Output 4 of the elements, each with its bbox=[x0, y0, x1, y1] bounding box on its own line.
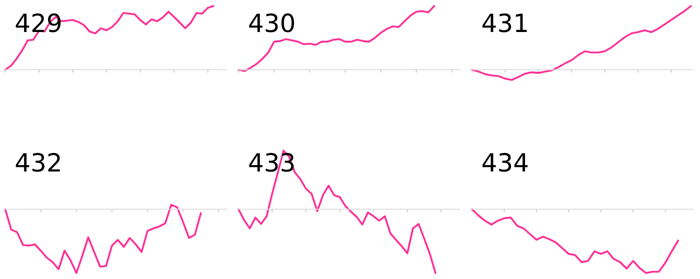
chart-title: 434 bbox=[482, 152, 528, 172]
chart-title: 431 bbox=[482, 13, 527, 32]
chart-title: 430 bbox=[249, 13, 294, 32]
chart-title: 432 bbox=[16, 152, 60, 172]
